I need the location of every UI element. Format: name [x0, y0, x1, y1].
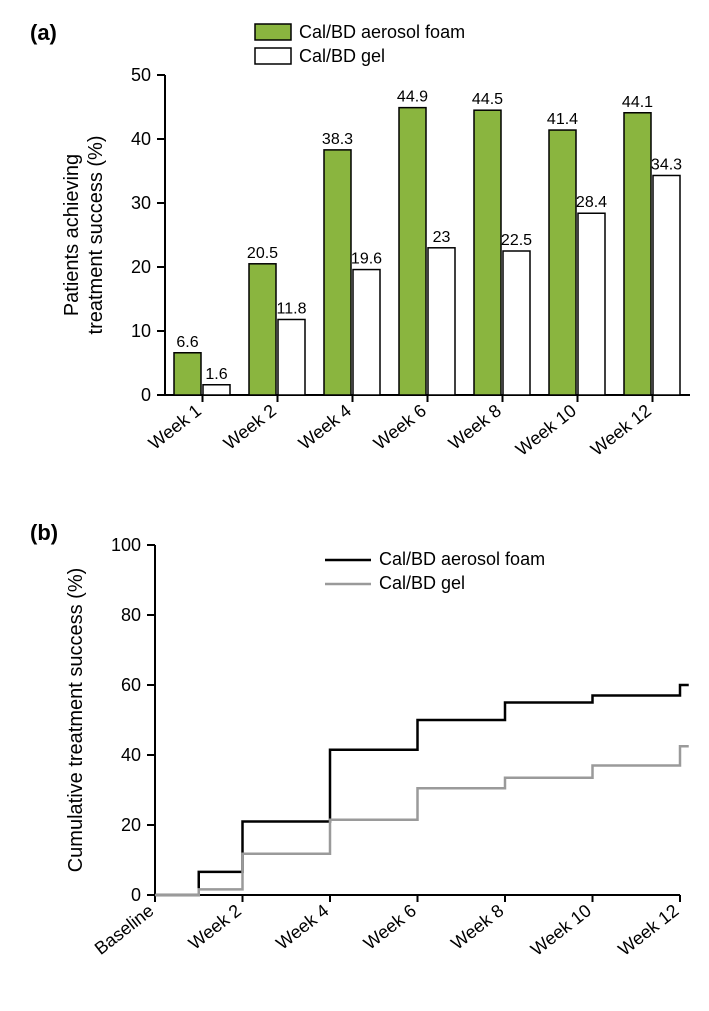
bar — [324, 150, 351, 395]
legend-label: Cal/BD gel — [299, 46, 385, 66]
ytick-label: 0 — [141, 385, 151, 405]
xtick-label: Week 4 — [272, 900, 332, 953]
ytick-label: 10 — [131, 321, 151, 341]
bar-value-label: 41.4 — [547, 111, 578, 128]
bar — [203, 385, 230, 395]
xtick-label: Week 8 — [445, 400, 505, 453]
legend-label: Cal/BD gel — [379, 573, 465, 593]
xtick-label: Week 2 — [185, 900, 245, 953]
ytick-label: 20 — [121, 815, 141, 835]
bar — [278, 319, 305, 395]
xtick-label: Week 8 — [447, 900, 507, 953]
bar-value-label: 34.3 — [651, 156, 682, 173]
bar-value-label: 44.5 — [472, 91, 503, 108]
legend-label: Cal/BD aerosol foam — [379, 549, 545, 569]
y-axis-label: treatment success (%) — [85, 136, 107, 335]
xtick-label: Week 10 — [527, 900, 595, 959]
y-axis-label: Patients achieving — [61, 154, 83, 316]
ytick-label: 60 — [121, 675, 141, 695]
ytick-label: 20 — [131, 257, 151, 277]
figure: (a) 01020304050Patients achievingtreatme… — [20, 20, 689, 990]
legend-swatch — [255, 48, 291, 64]
xtick-label: Week 2 — [220, 400, 280, 453]
ytick-label: 40 — [121, 745, 141, 765]
bar-value-label: 6.6 — [176, 334, 198, 351]
bar — [174, 353, 201, 395]
ytick-label: 80 — [121, 605, 141, 625]
ytick-label: 30 — [131, 193, 151, 213]
bar — [249, 264, 276, 395]
bar-value-label: 1.6 — [205, 366, 227, 383]
xtick-label: Baseline — [91, 900, 158, 958]
xtick-label: Week 12 — [587, 400, 655, 459]
bar-value-label: 22.5 — [501, 232, 532, 249]
bar — [624, 113, 651, 395]
bar — [549, 130, 576, 395]
bar-value-label: 11.8 — [277, 300, 307, 317]
bar — [653, 175, 680, 395]
xtick-label: Week 6 — [370, 400, 430, 453]
bar-value-label: 44.9 — [397, 89, 428, 106]
legend-label: Cal/BD aerosol foam — [299, 22, 465, 42]
bar-value-label: 38.3 — [322, 131, 353, 148]
bar — [399, 108, 426, 395]
bar — [428, 248, 455, 395]
panel-a-chart: 0 10 20 30 40 50 Patients achievingtreatment s… — [50, 20, 689, 490]
bar-value-label: 28.4 — [576, 194, 607, 211]
step-chart-svg: 0 20 40 60 80 100 Cumulative treatment success… — [50, 520, 700, 990]
ytick-label: 100 — [111, 535, 141, 555]
bar-value-label: 23 — [433, 229, 451, 246]
xtick-label: Week 1 — [145, 400, 205, 453]
bar — [353, 270, 380, 395]
y-axis-label: Cumulative treatment success (%) — [65, 568, 87, 873]
ytick-label: 50 — [131, 65, 151, 85]
bar — [578, 213, 605, 395]
bar-chart-svg: 0 10 20 30 40 50 Patients achievingtreatment s… — [50, 20, 700, 490]
legend-swatch — [255, 24, 291, 40]
bar-value-label: 20.5 — [247, 245, 278, 262]
step-line — [155, 685, 689, 895]
xtick-label: Week 6 — [360, 900, 420, 953]
ytick-label: 0 — [131, 885, 141, 905]
xtick-label: Week 4 — [295, 400, 355, 453]
bar-value-label: 19.6 — [351, 251, 382, 268]
bar-value-label: 44.1 — [622, 94, 653, 111]
ytick-label: 40 — [131, 129, 151, 149]
panel-b-chart: 0 20 40 60 80 100 Cumulative treatment success… — [50, 520, 689, 990]
xtick-label: Week 12 — [614, 900, 682, 959]
xtick-label: Week 10 — [512, 400, 580, 459]
bar — [503, 251, 530, 395]
bar — [474, 110, 501, 395]
